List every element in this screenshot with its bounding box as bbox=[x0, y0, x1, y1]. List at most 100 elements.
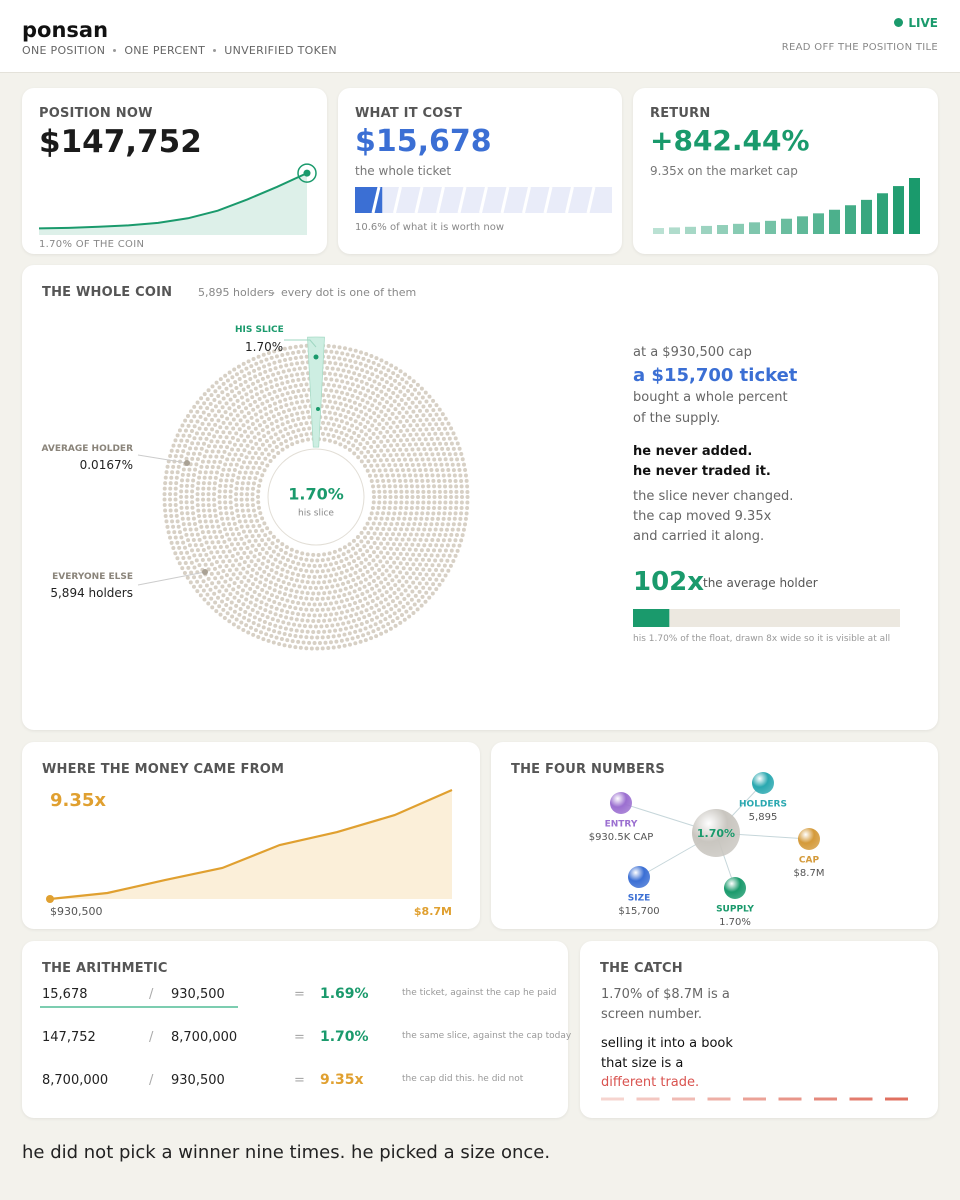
comparison-multiple: 102x bbox=[633, 567, 705, 597]
story-closing: the slice never changed. bbox=[633, 489, 794, 504]
section-title: THE WHOLE COIN bbox=[42, 285, 173, 300]
money-card: WHERE THE MONEY CAME FROM 9.35x $930,500 $8… bbox=[22, 742, 480, 929]
card-graphic bbox=[355, 186, 612, 214]
status-text: LIVE bbox=[908, 16, 938, 30]
denominator: 8,700,000 bbox=[171, 1030, 238, 1045]
node bbox=[610, 792, 632, 814]
end-ring bbox=[297, 163, 317, 183]
bar bbox=[685, 226, 696, 234]
progress-divider bbox=[500, 186, 510, 214]
card-graphic bbox=[653, 178, 920, 234]
end-label: $8.7M bbox=[413, 905, 452, 918]
catch-line: screen number. bbox=[601, 1007, 703, 1022]
bar bbox=[733, 223, 744, 234]
whole-coin-card: THE WHOLE COIN 5,895 holders every dot is … bbox=[22, 265, 938, 730]
header-note: READ OFF THE POSITION TILE bbox=[781, 42, 938, 53]
bar bbox=[669, 227, 680, 234]
leader-line bbox=[284, 339, 317, 348]
bar bbox=[829, 209, 840, 234]
position-card: POSITION NOW $147,752 1.70% OF THE COIN bbox=[22, 88, 327, 254]
node-value: 1.70% bbox=[719, 917, 751, 928]
bar bbox=[861, 199, 872, 234]
story-line: of the supply. bbox=[633, 411, 721, 426]
others-value: 5,894 holders bbox=[50, 586, 133, 600]
tag: UNVERIFIED TOKEN bbox=[205, 44, 337, 57]
card-graphic bbox=[38, 163, 317, 235]
row-note: the ticket, against the cap he paid bbox=[402, 988, 557, 998]
cost-card: WHAT IT COST $15,678 the whole ticket 10.6%… bbox=[338, 88, 622, 254]
sparkline-line bbox=[38, 172, 308, 230]
bar bbox=[749, 222, 760, 234]
operator: / bbox=[149, 987, 154, 1002]
story-headline: a $15,700 ticket bbox=[633, 365, 798, 386]
result: 1.69% bbox=[320, 986, 369, 1002]
holder-dot-ring bbox=[228, 409, 404, 585]
denominator: 930,500 bbox=[171, 1073, 225, 1088]
tag-list: ONE POSITION ONE PERCENT UNVERIFIED TOKEN bbox=[22, 44, 337, 57]
bar bbox=[717, 225, 728, 234]
card-value: $147,752 bbox=[39, 124, 202, 160]
card-label: RETURN bbox=[650, 106, 711, 121]
section-title: WHERE THE MONEY CAME FROM bbox=[42, 762, 285, 777]
catch-highlight: different trade. bbox=[601, 1075, 700, 1090]
center-node-label: 1.70% bbox=[697, 827, 735, 840]
center-node bbox=[692, 809, 740, 857]
progress-divider bbox=[457, 186, 467, 214]
footer-line: he did not pick a winner nine times. he … bbox=[22, 1142, 551, 1163]
holder-count: 5,895 holders bbox=[198, 286, 274, 299]
slice-label: HIS SLICE bbox=[235, 325, 284, 335]
catch-emphasis: that size is a bbox=[601, 1056, 684, 1071]
progress-divider bbox=[543, 186, 553, 214]
return-card: RETURN +842.44% 9.35x on the market cap bbox=[633, 88, 938, 254]
app-title: ponsan bbox=[22, 18, 109, 42]
bar bbox=[797, 216, 808, 234]
holder-dot-ring bbox=[190, 371, 442, 623]
leader-line bbox=[137, 571, 206, 586]
numerator: 15,678 bbox=[42, 987, 88, 1002]
bar bbox=[653, 228, 664, 234]
node bbox=[628, 866, 650, 888]
center-value: 1.70% bbox=[288, 485, 344, 504]
node-value: $930.5K CAP bbox=[589, 832, 654, 843]
center-disc bbox=[267, 448, 365, 546]
denominator: 930,500 bbox=[171, 987, 225, 1002]
comparison-track bbox=[633, 609, 900, 627]
story-bold: he never added. bbox=[633, 444, 753, 459]
card-subtitle: the whole ticket bbox=[355, 164, 452, 178]
bar bbox=[765, 220, 776, 234]
card-graphic: 1.70% ENTRY $930.5K CAP HOLDERS 5,895 CAP $8.7… bbox=[589, 772, 824, 928]
holder-dot-ring bbox=[179, 360, 453, 634]
card-graphic: 1.70% his slice bbox=[137, 291, 900, 651]
sparkline-area bbox=[39, 173, 307, 235]
story-closing: and carried it along. bbox=[633, 529, 765, 544]
progress-divider bbox=[371, 186, 381, 214]
note-separator bbox=[271, 291, 275, 295]
bar bbox=[909, 178, 920, 234]
catch-emphasis: selling it into a book bbox=[601, 1036, 733, 1051]
node-value: $15,700 bbox=[618, 906, 659, 917]
pointer-dot bbox=[202, 569, 208, 575]
story-intro: at a $930,500 cap bbox=[633, 345, 752, 360]
equals: = bbox=[294, 1030, 305, 1045]
row-note: the same slice, against the cap today bbox=[402, 1031, 572, 1041]
card-graphic bbox=[601, 1097, 908, 1101]
node bbox=[752, 772, 774, 794]
money-line bbox=[49, 788, 453, 901]
node bbox=[798, 828, 820, 850]
bar bbox=[781, 218, 792, 234]
progress-divider bbox=[479, 186, 488, 214]
node bbox=[724, 877, 746, 899]
story-bold: he never traded it. bbox=[633, 464, 771, 479]
node-label: CAP bbox=[799, 856, 820, 866]
card-value: $15,678 bbox=[355, 124, 492, 159]
comparison-caption: his 1.70% of the float, drawn 8x wide so… bbox=[633, 634, 891, 644]
leader-line bbox=[137, 454, 188, 464]
average-label: AVERAGE HOLDER bbox=[41, 444, 134, 454]
comparison-fill bbox=[633, 609, 670, 627]
equals: = bbox=[294, 1073, 305, 1088]
holder-dot-ring bbox=[256, 437, 376, 557]
others-label: EVERYONE ELSE bbox=[52, 572, 133, 582]
card-label: POSITION NOW bbox=[39, 106, 153, 121]
card-caption: 1.70% OF THE COIN bbox=[39, 239, 145, 250]
